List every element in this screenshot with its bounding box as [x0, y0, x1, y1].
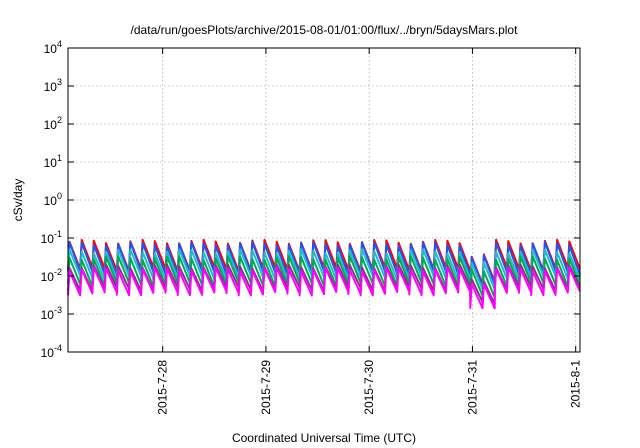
y-tick-label: 100 [44, 191, 62, 208]
x-tick-label: 2015-7-29 [259, 360, 273, 415]
chart-title: /data/run/goesPlots/archive/2015-08-01/0… [131, 23, 519, 37]
grid [68, 48, 580, 352]
y-tick-label: 10-3 [41, 305, 62, 322]
y-tick-label: 10-4 [41, 343, 62, 360]
series-layer [67, 238, 581, 310]
y-tick-label: 10-1 [41, 229, 62, 246]
y-tick-label: 102 [44, 115, 62, 132]
x-tick-label: 2015-7-28 [156, 360, 170, 415]
y-axis: 10-4 10-3 10-2 10-1 100 101 102 103 104 [41, 39, 580, 360]
x-tick-label: 2015-7-31 [465, 360, 479, 415]
y-axis-label: cSv/day [11, 179, 25, 222]
y-tick-label: 103 [44, 77, 62, 94]
y-tick-label: 104 [44, 39, 62, 56]
x-axis-label: Coordinated Universal Time (UTC) [232, 431, 416, 445]
x-tick-label: 2015-8-1 [569, 360, 583, 408]
x-axis: 2015-7-28 2015-7-29 2015-7-30 2015-7-31 2015… [156, 48, 583, 415]
x-tick-label: 2015-7-30 [362, 360, 376, 415]
data-series-line [67, 266, 581, 310]
y-tick-label: 101 [44, 153, 62, 170]
y-tick-label: 10-2 [41, 267, 62, 284]
